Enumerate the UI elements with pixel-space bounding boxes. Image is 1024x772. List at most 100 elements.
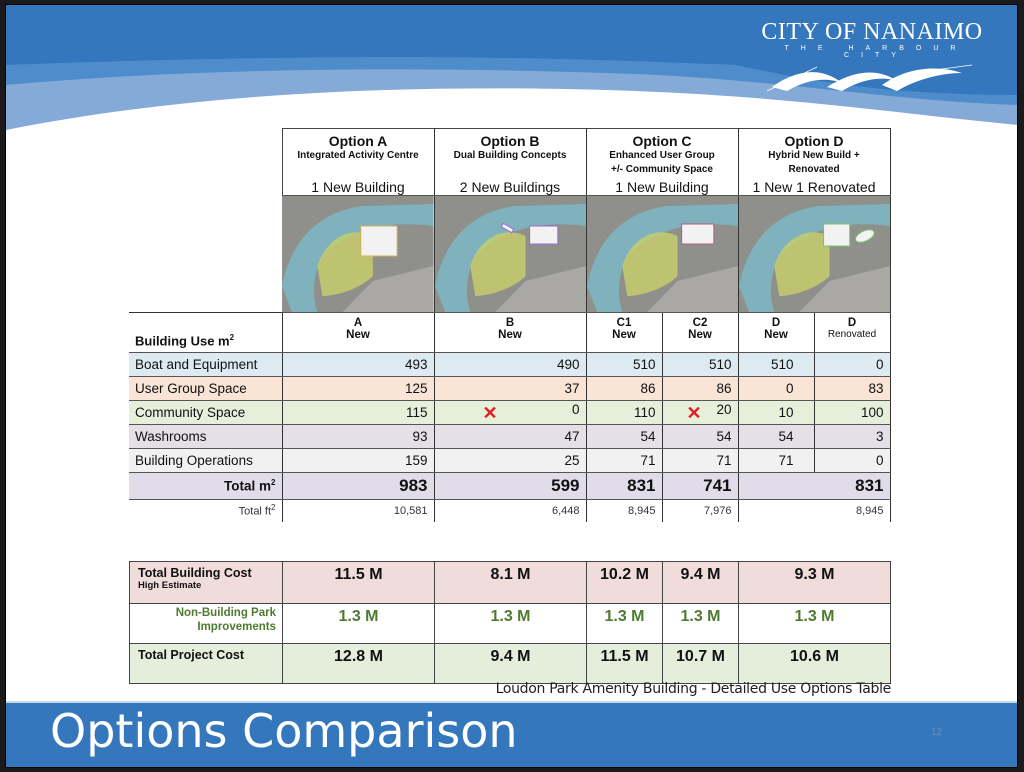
option-subtitle: Enhanced User Group +/- Community Space (609, 150, 715, 175)
cell-value: 100 (814, 400, 891, 425)
cost-value: 9.4 M (434, 643, 587, 684)
cell-value: 71 (586, 448, 663, 473)
red-x-icon: ✕ (686, 402, 702, 423)
red-x-icon: ✕ (482, 402, 498, 423)
option-subtitle: Dual Building Concepts (453, 150, 567, 161)
site-map-row (129, 195, 891, 313)
footer-divider (6, 701, 1017, 703)
total-ft-value: 8,945 (738, 499, 891, 522)
table-row-boat-equipment: Boat and Equipment 493 490 510 510 510 0 (129, 352, 891, 377)
row-label: Non-Building Park Improvements (129, 603, 283, 644)
superscript: 2 (271, 503, 276, 513)
cell-value: 20 (716, 401, 732, 417)
cell-value: 0 (814, 352, 891, 377)
cell-value: 37 (434, 376, 587, 401)
cell-value: 25 (434, 448, 587, 473)
city-of-nanaimo-logo: CITY OF NANAIMO THE HARBOUR CITY (757, 19, 987, 95)
row-label: Community Space (129, 400, 283, 425)
table-row-community-space: Community Space 115 ✕ 0 110 ✕ 20 10 100 (129, 400, 891, 425)
footer-band: Options Comparison 12 (6, 703, 1017, 767)
cost-value: 1.3 M (434, 603, 587, 644)
cell-value: 71 (738, 448, 815, 473)
col-code: C1 (616, 317, 632, 329)
cost-value: 1.3 M (586, 603, 663, 644)
row-label: Total Project Cost (129, 643, 283, 684)
cost-value: 8.1 M (434, 561, 587, 604)
slide: CITY OF NANAIMO THE HARBOUR CITY Option … (5, 4, 1018, 768)
cell-value: 54 (662, 424, 739, 449)
total-ft-value: 10,581 (282, 499, 435, 522)
page-number: 12 (931, 727, 943, 738)
cost-value: 1.3 M (282, 603, 435, 644)
option-a-header: Option A Integrated Activity Centre 1 Ne… (281, 128, 435, 196)
total-ft-value: 7,976 (662, 499, 739, 522)
option-c-header: Option C Enhanced User Group +/- Communi… (585, 128, 739, 196)
total-value: 983 (282, 472, 435, 500)
cost-table: Total Building Cost High Estimate 11.5 M … (129, 561, 891, 684)
cell-value: 493 (282, 352, 435, 377)
site-map-option-a (282, 195, 435, 313)
blank-corner (129, 129, 282, 196)
row-label: Total ft2 (129, 499, 283, 522)
cell-value: 0 (814, 448, 891, 473)
row-label: User Group Space (129, 376, 283, 401)
col-type: New (764, 329, 788, 341)
logo-waves-icon (767, 64, 973, 92)
col-header-d-new: D New (738, 312, 815, 353)
total-m2-label: Total m (224, 478, 272, 494)
option-title: Option A (328, 133, 388, 149)
cell-value: 86 (586, 376, 663, 401)
col-code: D (771, 317, 781, 329)
option-subtitle: Hybrid New Build + Renovated (768, 150, 860, 175)
col-type: Renovated (827, 329, 877, 340)
col-code: A (353, 317, 363, 329)
col-type: New (498, 329, 522, 341)
col-type: New (612, 329, 636, 341)
building-use-table: Option A Integrated Activity Centre 1 Ne… (129, 128, 891, 522)
cost-value: 1.3 M (738, 603, 891, 644)
option-building-count: 1 New Building (311, 179, 405, 195)
col-type: New (688, 329, 712, 341)
cell-value: 159 (282, 448, 435, 473)
col-header-c2: C2 New (662, 312, 739, 353)
aerial-map-icon (586, 196, 738, 312)
option-header-row: Option A Integrated Activity Centre 1 Ne… (129, 128, 891, 196)
col-header-c1: C1 New (586, 312, 663, 353)
site-map-option-d (738, 195, 891, 313)
cost-value: 1.3 M (662, 603, 739, 644)
table-row-project-cost: Total Project Cost 12.8 M 9.4 M 11.5 M 1… (129, 643, 891, 684)
option-subtitle: Integrated Activity Centre (297, 150, 419, 161)
table-caption: Loudon Park Amenity Building - Detailed … (495, 681, 892, 697)
col-header-a: A New (282, 312, 435, 353)
row-label: Total Building Cost High Estimate (129, 561, 283, 604)
cell-value: 510 (586, 352, 663, 377)
cell-value: 54 (738, 424, 815, 449)
total-ft-value: 8,945 (586, 499, 663, 522)
cost-value: 10.2 M (586, 561, 663, 604)
option-title: Option D (784, 133, 844, 149)
building-use-label: Building Use m (135, 333, 230, 348)
total-value: 831 (586, 472, 663, 500)
option-building-count: 2 New Buildings (459, 179, 561, 195)
total-ft-value: 6,448 (434, 499, 587, 522)
aerial-map-icon (738, 196, 890, 312)
col-header-d-renovated: D Renovated (814, 312, 891, 353)
cell-value: 10 (738, 400, 815, 425)
cell-value: 110 (586, 400, 663, 425)
building-cost-sublabel: High Estimate (138, 580, 202, 591)
row-label: Building Operations (129, 448, 283, 473)
table-row-user-group-space: User Group Space 125 37 86 86 0 83 (129, 376, 891, 401)
option-title: Option C (632, 133, 692, 149)
cell-value: 490 (434, 352, 587, 377)
table-row-building-cost: Total Building Cost High Estimate 11.5 M … (129, 561, 891, 604)
cost-value: 9.3 M (738, 561, 891, 604)
aerial-map-icon (434, 196, 586, 312)
header-wave-band (6, 5, 1017, 135)
total-ft2-label: Total ft (238, 506, 272, 519)
cost-value: 11.5 M (586, 643, 663, 684)
table-row-building-operations: Building Operations 159 25 71 71 71 0 (129, 448, 891, 473)
table-row-park-improvements: Non-Building Park Improvements 1.3 M 1.3… (129, 603, 891, 644)
cell-value: 510 (662, 352, 739, 377)
aerial-map-icon (282, 196, 434, 312)
cell-value: 0 (571, 401, 580, 417)
